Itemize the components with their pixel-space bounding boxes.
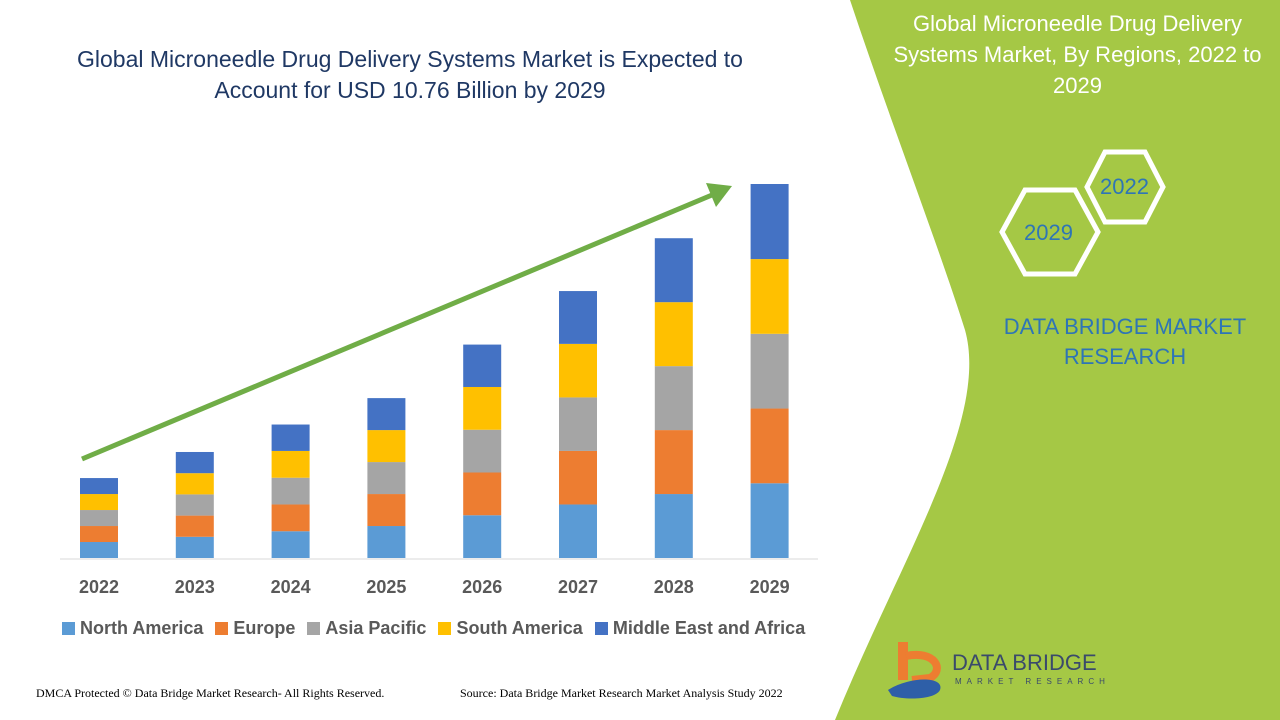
bar-segment-2026-middle-east-and-africa (463, 344, 502, 387)
x-tick-labels: 2022 2023 2024 2025 2026 2027 2028 2029 (79, 577, 790, 597)
bar-segment-2028-south-america (654, 302, 693, 367)
bar-segment-2029-europe (750, 408, 789, 484)
bar-segment-2024-north-america (271, 531, 310, 558)
x-tick-label: 2022 (79, 577, 119, 597)
legend-swatch (594, 622, 608, 635)
bar-segment-2026-south-america (463, 386, 502, 430)
legend-item: South America (438, 618, 583, 639)
x-tick-label: 2025 (366, 577, 406, 597)
bar-segment-2027-middle-east-and-africa (559, 291, 597, 344)
legend-swatch (215, 622, 229, 635)
bar-segment-2022-south-america (80, 494, 118, 511)
bar-segment-2027-north-america (559, 504, 597, 558)
bar-segment-2025-europe (367, 494, 406, 527)
legend-label: South America (456, 618, 583, 638)
bar-segment-2023-north-america (175, 536, 214, 558)
bar-segment-2029-asia-pacific (750, 333, 789, 409)
legend-label: Asia Pacific (325, 618, 427, 638)
bar-segment-2028-europe (654, 430, 693, 495)
bar-segment-2022-north-america (80, 542, 118, 558)
bar-segment-2024-south-america (271, 450, 310, 478)
bar-segment-2024-asia-pacific (271, 477, 310, 505)
legend-swatch (307, 622, 321, 635)
side-panel-title: Global Microneedle Drug Delivery Systems… (893, 11, 1262, 98)
bar-segment-2028-middle-east-and-africa (654, 238, 693, 303)
legend-label: Europe (233, 618, 296, 638)
bar-segment-2023-south-america (175, 473, 214, 495)
bar-segment-2027-europe (559, 450, 597, 505)
bar-segment-2023-europe (175, 515, 214, 537)
bar-segment-2029-north-america (750, 483, 789, 558)
footer-source: Source: Data Bridge Market Research Mark… (460, 686, 783, 700)
bar-segment-2029-south-america (750, 259, 789, 334)
x-tick-label: 2023 (175, 577, 215, 597)
side-panel (835, 0, 1280, 720)
bar-segment-2026-north-america (463, 515, 502, 558)
logo-icon (888, 642, 941, 699)
legend-label: Middle East and Africa (612, 618, 806, 638)
bar-segment-2025-north-america (367, 526, 406, 558)
bar-segment-2025-south-america (367, 430, 406, 463)
bar-segment-2029-middle-east-and-africa (750, 184, 789, 260)
bars (80, 184, 789, 558)
x-tick-label: 2029 (750, 577, 790, 597)
bar-segment-2022-europe (80, 526, 118, 543)
brand-name: DATA BRIDGE MARKET RESEARCH (1003, 314, 1247, 369)
bar-segment-2023-asia-pacific (175, 494, 214, 516)
bar-segment-2022-asia-pacific (80, 510, 118, 527)
bar-segment-2027-asia-pacific (559, 397, 597, 451)
bar-segment-2024-middle-east-and-africa (271, 424, 310, 451)
legend-label: North America (80, 618, 204, 638)
x-tick-label: 2028 (654, 577, 694, 597)
hex-label-2022: 2022 (1100, 174, 1149, 199)
chart-title: Global Microneedle Drug Delivery Systems… (77, 46, 743, 103)
trend-arrow (81, 183, 732, 462)
hexagon-2022 (1084, 149, 1166, 225)
bar-segment-2024-europe (271, 504, 310, 532)
legend: North America Europe Asia Pacific South Ame… (62, 618, 805, 639)
legend-item: Asia Pacific (307, 618, 426, 639)
bar-segment-2028-north-america (654, 494, 693, 558)
logo-subtext: MARKET RESEARCH (955, 677, 1110, 686)
legend-item: Europe (215, 618, 295, 639)
legend-swatch (438, 622, 452, 635)
footer-copyright: DMCA Protected © Data Bridge Market Rese… (36, 686, 385, 700)
bar-segment-2025-middle-east-and-africa (367, 398, 406, 431)
bar-segment-2026-asia-pacific (463, 429, 502, 473)
hexagon-2029 (999, 187, 1101, 277)
legend-item: North America (62, 618, 203, 639)
logo-text: DATA BRIDGE (952, 650, 1097, 675)
legend-swatch (62, 622, 75, 635)
legend-item: Middle East and Africa (594, 618, 806, 639)
bar-segment-2022-middle-east-and-africa (80, 478, 118, 495)
bar-segment-2026-europe (463, 472, 502, 516)
hex-label-2029: 2029 (1024, 220, 1073, 245)
bar-segment-2027-south-america (559, 343, 597, 398)
x-tick-label: 2027 (558, 577, 598, 597)
x-tick-label: 2024 (271, 577, 311, 597)
bar-segment-2028-asia-pacific (654, 366, 693, 431)
bar-segment-2025-asia-pacific (367, 462, 406, 495)
x-tick-label: 2026 (462, 577, 502, 597)
bar-segment-2023-middle-east-and-africa (175, 451, 214, 474)
